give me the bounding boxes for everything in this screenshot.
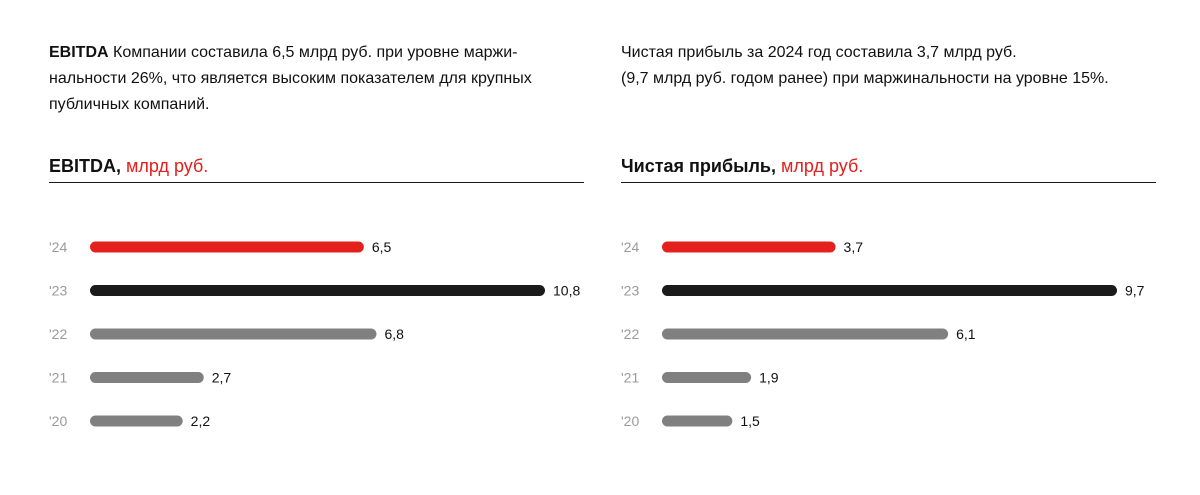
- ebitda-chart-title-unit: млрд руб.: [121, 156, 209, 176]
- ebitda-bar-chart: '24 6,5 '23 10,8 '22 6,8 '21 2,7 '20 2,2: [49, 239, 580, 429]
- net-profit-value-label: 1,5: [740, 413, 760, 429]
- ebitda-bar: [90, 372, 204, 383]
- net-profit-bar: [662, 241, 836, 253]
- ebitda-panel: EBITDA Компании составила 6,5 млрд руб. …: [49, 0, 584, 495]
- ebitda-value-label: 6,8: [384, 326, 404, 342]
- ebitda-year-label: '20: [49, 413, 67, 429]
- ebitda-description-text: Компании составила 6,5 млрд руб. при уро…: [49, 44, 532, 113]
- net-profit-year-label: '22: [621, 326, 639, 342]
- ebitda-year-label: '23: [49, 283, 67, 299]
- ebitda-value-label: 6,5: [372, 239, 392, 255]
- ebitda-chart-title: EBITDA, млрд руб.: [49, 153, 584, 183]
- ebitda-value-label: 10,8: [553, 283, 580, 299]
- net-profit-bar: [662, 372, 752, 383]
- net-profit-bar-chart: '24 3,7 '23 9,7 '22 6,1 '21 1,9 '20 1,5: [621, 239, 1145, 429]
- net-profit-description-line2: (9,7 млрд руб. годом ранее) при маржинал…: [621, 70, 1109, 87]
- ebitda-year-label: '22: [49, 326, 67, 342]
- ebitda-year-label: '21: [49, 370, 67, 386]
- ebitda-chart-title-main: EBITDA,: [49, 156, 121, 176]
- net-profit-value-label: 3,7: [844, 239, 864, 255]
- net-profit-value-label: 6,1: [956, 326, 976, 342]
- ebitda-value-label: 2,2: [191, 413, 211, 429]
- net-profit-bar: [662, 328, 949, 340]
- net-profit-chart-title: Чистая прибыль, млрд руб.: [621, 153, 1156, 183]
- net-profit-description: Чистая прибыль за 2024 год составила 3,7…: [621, 40, 1156, 92]
- net-profit-year-label: '24: [621, 239, 639, 255]
- ebitda-description-bold: EBITDA: [49, 44, 109, 61]
- ebitda-value-label: 2,7: [212, 370, 232, 386]
- net-profit-year-label: '21: [621, 370, 639, 386]
- net-profit-bar: [662, 415, 733, 427]
- ebitda-description: EBITDA Компании составила 6,5 млрд руб. …: [49, 40, 584, 118]
- net-profit-year-label: '23: [621, 283, 639, 299]
- net-profit-chart-title-main: Чистая прибыль,: [621, 156, 776, 176]
- ebitda-bar: [90, 415, 183, 427]
- net-profit-panel: Чистая прибыль за 2024 год составила 3,7…: [621, 0, 1156, 495]
- ebitda-bar: [90, 241, 364, 253]
- net-profit-chart-title-unit: млрд руб.: [775, 156, 864, 176]
- ebitda-bar: [90, 285, 545, 296]
- net-profit-value-label: 1,9: [759, 370, 779, 386]
- net-profit-bar: [662, 285, 1117, 296]
- net-profit-year-label: '20: [621, 413, 639, 429]
- net-profit-value-label: 9,7: [1125, 283, 1145, 299]
- ebitda-bar: [90, 328, 377, 340]
- net-profit-description-line1: Чистая прибыль за 2024 год составила 3,7…: [621, 44, 1017, 61]
- ebitda-year-label: '24: [49, 239, 67, 255]
